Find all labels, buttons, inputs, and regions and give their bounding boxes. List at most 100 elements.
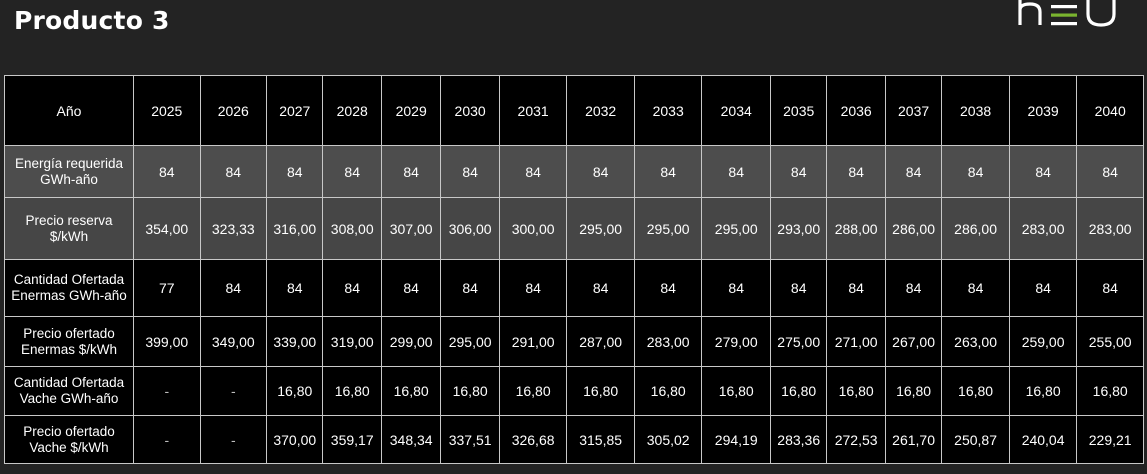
table-cell: 283,36 <box>769 415 828 464</box>
table-cell: 84 <box>266 145 324 198</box>
table-cell: 84 <box>1008 145 1078 198</box>
row-label: Cantidad Ofertada Vache GWh-año <box>3 366 135 416</box>
table-cell: 291,00 <box>498 316 568 367</box>
table-cell: 16,80 <box>266 366 324 416</box>
table-cell: 271,00 <box>826 316 886 367</box>
header-year: 2034 <box>701 75 771 146</box>
table-cell: 16,80 <box>826 366 886 416</box>
table-cell: 299,00 <box>380 316 442 367</box>
table-cell: 287,00 <box>566 316 635 367</box>
table-cell: 84 <box>826 145 886 198</box>
table-cell: 84 <box>498 145 568 198</box>
table-cell: 295,00 <box>566 197 635 260</box>
header-year: 2039 <box>1008 75 1078 146</box>
row-label-line2: GWh-año <box>40 171 98 187</box>
row-label-line2: Enermas $/kWh <box>20 341 118 357</box>
table-cell: 84 <box>380 145 442 198</box>
table-cell: 16,80 <box>884 366 943 416</box>
table-cell: 349,00 <box>199 316 268 367</box>
row-label-line2: Vache GWh-año <box>19 391 119 406</box>
table-cell: 84 <box>769 145 828 198</box>
table-cell: 84 <box>633 259 703 317</box>
table-cell: 84 <box>199 259 268 317</box>
header-year: 2030 <box>440 75 500 146</box>
table-cell: 323,33 <box>199 197 268 260</box>
table-cell: 295,00 <box>633 197 703 260</box>
row-label-line1: Cantidad Ofertada <box>13 272 125 287</box>
header-year: 2038 <box>941 75 1010 146</box>
table-row-precio-ofertado-vache: Precio ofertado Vache $/kWh - -370,00 359,17… <box>3 415 1144 464</box>
table-cell: 255,00 <box>1076 316 1144 367</box>
table-cell: 263,00 <box>941 316 1010 367</box>
table-cell: 16,80 <box>440 366 500 416</box>
header-year: 2028 <box>322 75 382 146</box>
row-label-line2: Enermas GWh-año <box>11 288 127 303</box>
table-cell: 84 <box>941 259 1010 317</box>
table-cell: 337,51 <box>440 415 500 464</box>
table-cell: 84 <box>566 145 635 198</box>
row-label-line1: Precio reserva <box>25 212 113 228</box>
table-cell: 275,00 <box>769 316 828 367</box>
table-cell: 300,00 <box>498 197 568 260</box>
table-cell: 84 <box>884 259 943 317</box>
table-cell: 294,19 <box>701 415 771 464</box>
row-label: Precio reserva $/kWh <box>3 197 135 260</box>
table-cell: - <box>199 415 268 464</box>
table-row-energia-requerida: Energía requerida GWh-año 84 84 84 84 84 84 84 84… <box>3 145 1144 198</box>
table-row-precio-reserva: Precio reserva $/kWh 354,00 323,33 316,00 308… <box>3 197 1144 260</box>
table-cell: 295,00 <box>701 197 771 260</box>
header-year: 2035 <box>769 75 828 146</box>
row-label-line1: Cantidad Ofertada <box>13 375 125 390</box>
table-cell: 283,00 <box>633 316 703 367</box>
neu-logo <box>1018 0 1116 27</box>
table-cell: 370,00 <box>266 415 324 464</box>
table-cell: 16,80 <box>322 366 382 416</box>
row-label-line2: Vache $/kWh <box>29 439 109 455</box>
table-cell: 16,80 <box>633 366 703 416</box>
table-cell: 84 <box>380 259 442 317</box>
table-cell: 84 <box>769 259 828 317</box>
table-row-cantidad-ofertada-vache: Cantidad Ofertada Vache GWh-año - -16,80 16,… <box>3 366 1144 416</box>
table-cell: 16,80 <box>566 366 635 416</box>
table-cell: 84 <box>701 145 771 198</box>
row-label-line2: $/kWh <box>49 228 89 244</box>
table-cell: 84 <box>266 259 324 317</box>
table-cell: 16,80 <box>1076 366 1144 416</box>
table-cell: 305,02 <box>633 415 703 464</box>
table-cell: 399,00 <box>133 316 201 367</box>
table-cell: 272,53 <box>826 415 886 464</box>
table-cell: 229,21 <box>1076 415 1144 464</box>
table-cell: 359,17 <box>322 415 382 464</box>
table-row-cantidad-ofertada-enermas: Cantidad Ofertada Enermas GWh-año 77 84 84 84… <box>3 259 1144 317</box>
header-year: 2029 <box>380 75 442 146</box>
header-year: 2036 <box>826 75 886 146</box>
table-cell: 283,00 <box>1076 197 1144 260</box>
row-label: Energía requerida GWh-año <box>3 145 135 198</box>
table-cell: - <box>133 366 201 416</box>
table-cell: 286,00 <box>884 197 943 260</box>
table-cell: 283,00 <box>1008 197 1078 260</box>
table-cell: 286,00 <box>941 197 1010 260</box>
table-cell: 84 <box>1076 145 1144 198</box>
table-cell: 315,85 <box>566 415 635 464</box>
table-cell: 84 <box>884 145 943 198</box>
table-cell: 261,70 <box>884 415 943 464</box>
table-cell: 295,00 <box>440 316 500 367</box>
header-year: 2025 <box>133 75 201 146</box>
table-cell: 240,04 <box>1008 415 1078 464</box>
table-cell: 319,00 <box>322 316 382 367</box>
page-title: Producto 3 <box>14 6 170 35</box>
table-cell: 84 <box>566 259 635 317</box>
table-row-precio-ofertado-enermas: Precio ofertado Enermas $/kWh 399,00 349,00… <box>3 316 1144 367</box>
table-cell: 84 <box>440 259 500 317</box>
table-cell: - <box>133 415 201 464</box>
table-cell: 84 <box>826 259 886 317</box>
table-cell: 308,00 <box>322 197 382 260</box>
table-cell: 16,80 <box>769 366 828 416</box>
product-table: Año 2025 2026 2027 2028 2029 2030 2031 2… <box>3 75 1144 464</box>
table-cell: 326,68 <box>498 415 568 464</box>
header-year: 2037 <box>884 75 943 146</box>
table-cell: 84 <box>199 145 268 198</box>
table-cell: 307,00 <box>380 197 442 260</box>
